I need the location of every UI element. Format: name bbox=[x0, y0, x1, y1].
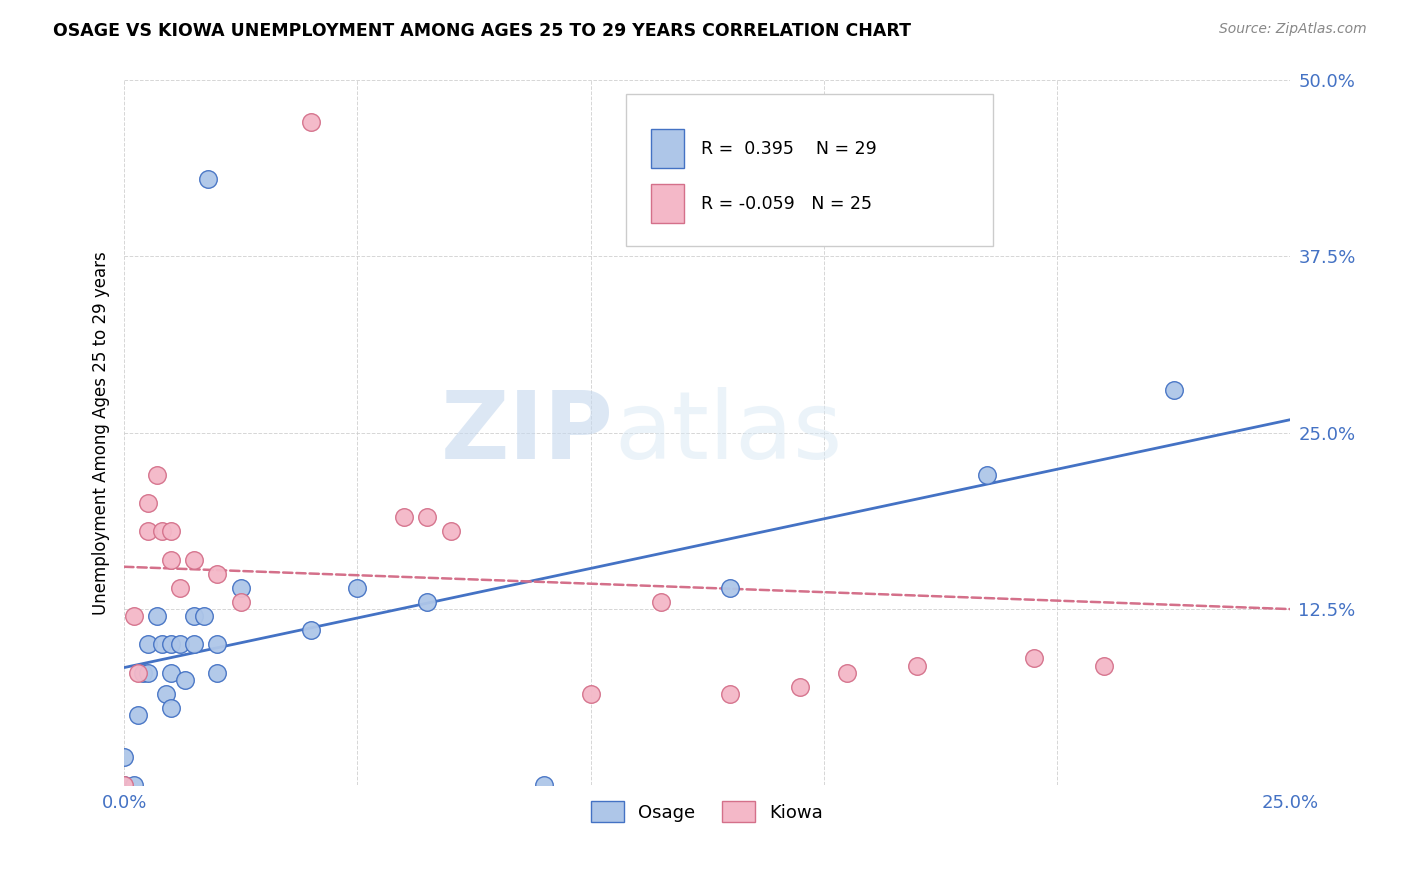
Point bbox=[146, 468, 169, 483]
Point bbox=[229, 581, 252, 595]
Point bbox=[720, 581, 742, 595]
Point bbox=[299, 624, 322, 638]
Point bbox=[416, 510, 439, 524]
Point bbox=[789, 680, 811, 694]
Point bbox=[132, 665, 155, 680]
Point bbox=[183, 552, 205, 566]
Point bbox=[155, 687, 177, 701]
Point bbox=[1092, 658, 1115, 673]
Point bbox=[197, 171, 219, 186]
Point bbox=[533, 779, 555, 793]
Text: R =  0.395    N = 29: R = 0.395 N = 29 bbox=[702, 140, 877, 158]
Point bbox=[160, 665, 183, 680]
FancyBboxPatch shape bbox=[651, 129, 683, 169]
FancyBboxPatch shape bbox=[651, 185, 683, 223]
Point bbox=[150, 524, 173, 539]
Point bbox=[112, 779, 135, 793]
Point bbox=[112, 779, 135, 793]
Point bbox=[183, 609, 205, 624]
Point bbox=[136, 524, 159, 539]
Point bbox=[136, 665, 159, 680]
Point bbox=[160, 524, 183, 539]
Point bbox=[579, 687, 602, 701]
Point bbox=[207, 566, 229, 581]
Point bbox=[136, 637, 159, 651]
Point bbox=[193, 609, 215, 624]
Point bbox=[1022, 651, 1045, 665]
Point bbox=[160, 701, 183, 715]
Point bbox=[207, 637, 229, 651]
Point bbox=[127, 665, 149, 680]
Point bbox=[127, 707, 149, 722]
Point bbox=[416, 595, 439, 609]
Point bbox=[835, 665, 858, 680]
Point bbox=[122, 609, 145, 624]
Text: atlas: atlas bbox=[614, 387, 842, 479]
Text: ZIP: ZIP bbox=[441, 387, 614, 479]
Point bbox=[183, 637, 205, 651]
Point bbox=[150, 637, 173, 651]
Text: OSAGE VS KIOWA UNEMPLOYMENT AMONG AGES 25 TO 29 YEARS CORRELATION CHART: OSAGE VS KIOWA UNEMPLOYMENT AMONG AGES 2… bbox=[53, 22, 911, 40]
Point bbox=[1163, 384, 1185, 398]
Point bbox=[112, 750, 135, 764]
Point bbox=[169, 637, 191, 651]
Point bbox=[720, 687, 742, 701]
Text: R = -0.059   N = 25: R = -0.059 N = 25 bbox=[702, 195, 872, 213]
FancyBboxPatch shape bbox=[626, 94, 993, 246]
Point bbox=[146, 609, 169, 624]
Point bbox=[122, 779, 145, 793]
Point bbox=[160, 552, 183, 566]
Point bbox=[173, 673, 195, 687]
Point bbox=[392, 510, 415, 524]
Point bbox=[169, 581, 191, 595]
Point bbox=[440, 524, 463, 539]
Point bbox=[207, 665, 229, 680]
Point bbox=[229, 595, 252, 609]
Point bbox=[136, 496, 159, 510]
Point bbox=[905, 658, 928, 673]
Point bbox=[346, 581, 368, 595]
Text: Source: ZipAtlas.com: Source: ZipAtlas.com bbox=[1219, 22, 1367, 37]
Y-axis label: Unemployment Among Ages 25 to 29 years: Unemployment Among Ages 25 to 29 years bbox=[93, 251, 110, 615]
Point bbox=[160, 637, 183, 651]
Point bbox=[976, 468, 998, 483]
Point bbox=[650, 595, 672, 609]
Point bbox=[299, 115, 322, 129]
Legend: Osage, Kiowa: Osage, Kiowa bbox=[583, 794, 831, 830]
